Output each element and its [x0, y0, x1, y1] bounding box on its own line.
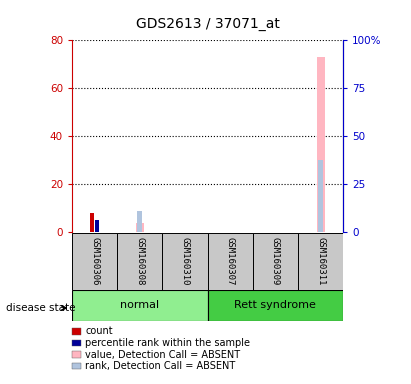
- Bar: [72, 233, 117, 290]
- Text: value, Detection Call = ABSENT: value, Detection Call = ABSENT: [85, 349, 240, 359]
- Text: count: count: [85, 326, 113, 336]
- Bar: [90, 213, 94, 232]
- Bar: [72, 290, 208, 321]
- Text: GSM160308: GSM160308: [135, 237, 144, 286]
- Text: GSM160306: GSM160306: [90, 237, 99, 286]
- Text: normal: normal: [120, 300, 159, 310]
- Text: rank, Detection Call = ABSENT: rank, Detection Call = ABSENT: [85, 361, 236, 371]
- Bar: [319, 161, 323, 232]
- Text: GSM160311: GSM160311: [316, 237, 325, 286]
- Text: GSM160310: GSM160310: [180, 237, 189, 286]
- Bar: [136, 223, 144, 232]
- Text: Rett syndrome: Rett syndrome: [234, 300, 316, 310]
- Bar: [95, 220, 99, 232]
- Text: GSM160307: GSM160307: [226, 237, 235, 286]
- Bar: [316, 57, 325, 232]
- Text: GSM160309: GSM160309: [271, 237, 280, 286]
- Bar: [208, 290, 343, 321]
- Bar: [137, 211, 142, 232]
- Bar: [253, 233, 298, 290]
- Text: percentile rank within the sample: percentile rank within the sample: [85, 338, 250, 348]
- Text: GDS2613 / 37071_at: GDS2613 / 37071_at: [136, 17, 279, 31]
- Bar: [208, 233, 253, 290]
- Bar: [162, 233, 208, 290]
- Bar: [117, 233, 162, 290]
- Text: disease state: disease state: [6, 303, 76, 313]
- Bar: [298, 233, 343, 290]
